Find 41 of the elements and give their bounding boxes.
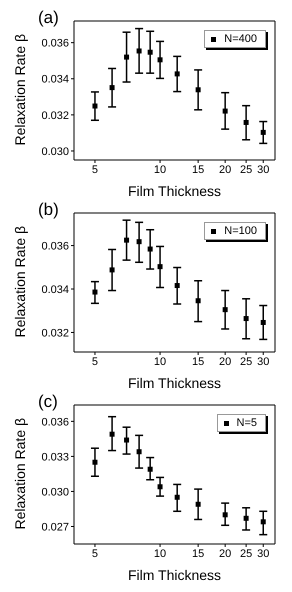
y-tick-label: 0.030: [41, 486, 69, 498]
x-tick-label: 25: [240, 548, 252, 560]
x-tick-label: 25: [240, 164, 252, 176]
x-tick-label: 30: [257, 356, 270, 368]
x-tick-label: 20: [219, 548, 232, 560]
text: (c): [38, 392, 58, 412]
y-tick-label: 0.036: [41, 240, 69, 252]
x-tick-label: 20: [219, 164, 232, 176]
x-tick-label: 10: [154, 356, 166, 368]
x-tick-label: 30: [257, 548, 270, 560]
y-tick-label: 0.036: [41, 416, 69, 428]
y-tick-label: 0.027: [41, 521, 69, 534]
legend-label: N=100: [223, 224, 257, 238]
y-axis-title: Relaxation Rate β: [12, 34, 28, 146]
x-tick-label: 15: [192, 548, 204, 560]
y-tick-label: 0.033: [41, 451, 69, 464]
x-tick-label: 5: [92, 548, 98, 560]
text: (a): [38, 8, 59, 28]
y-tick-label: 0.034: [41, 284, 69, 296]
legend-label: N=5: [236, 416, 257, 430]
x-tick-label: 15: [192, 164, 204, 176]
x-tick-label: 5: [92, 356, 98, 368]
y-tick-label: 0.030: [41, 146, 69, 158]
legend-label: N=400: [223, 32, 257, 46]
y-axis-title: Relaxation Rate β: [12, 418, 28, 530]
x-tick-label: 25: [240, 356, 252, 368]
y-tick-label: 0.032: [41, 110, 69, 122]
x-tick-label: 20: [219, 356, 232, 368]
y-tick-label: 0.032: [41, 327, 69, 340]
y-axis-title: Relaxation Rate β: [12, 226, 28, 338]
x-axis-title: Film Thickness: [128, 183, 222, 199]
text: (b): [38, 200, 59, 220]
x-axis-title: Film Thickness: [128, 567, 222, 583]
y-tick-label: 0.036: [41, 38, 69, 50]
y-tick-label: 0.034: [41, 74, 69, 86]
x-tick-label: 15: [192, 356, 204, 368]
x-tick-label: 10: [154, 164, 166, 176]
x-axis-title: Film Thickness: [128, 375, 222, 391]
x-tick-label: 5: [92, 164, 98, 176]
x-tick-label: 10: [154, 548, 166, 560]
x-tick-label: 30: [257, 164, 270, 176]
